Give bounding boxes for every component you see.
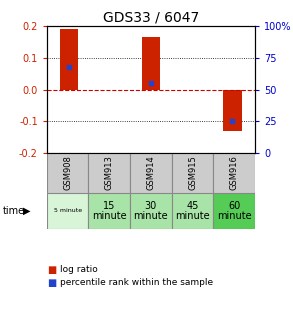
Text: GSM913: GSM913 [105,156,114,190]
Text: percentile rank within the sample: percentile rank within the sample [60,278,213,287]
Text: 15
minute: 15 minute [92,200,127,221]
Bar [60,29,79,90]
Bar [47,193,88,229]
Text: log ratio: log ratio [60,265,98,274]
Bar [172,193,213,229]
Bar [47,153,88,193]
Bar [213,193,255,229]
Text: GSM914: GSM914 [146,156,155,190]
Bar [172,153,213,193]
Bar [213,153,255,193]
Text: GSM908: GSM908 [63,156,72,190]
Title: GDS33 / 6047: GDS33 / 6047 [103,11,199,25]
Text: 45
minute: 45 minute [175,200,210,221]
Bar [130,193,172,229]
Text: 30
minute: 30 minute [134,200,168,221]
Text: GSM915: GSM915 [188,156,197,190]
Bar [88,193,130,229]
Bar [88,153,130,193]
Bar [142,37,160,90]
Text: ▶: ▶ [23,206,30,216]
Text: GSM916: GSM916 [230,156,239,190]
Text: ■: ■ [47,278,56,288]
Text: 60
minute: 60 minute [217,200,251,221]
Text: ■: ■ [47,265,56,275]
Text: 5 minute: 5 minute [54,208,82,214]
Bar [130,153,172,193]
Bar [223,90,242,131]
Text: time: time [3,206,25,216]
